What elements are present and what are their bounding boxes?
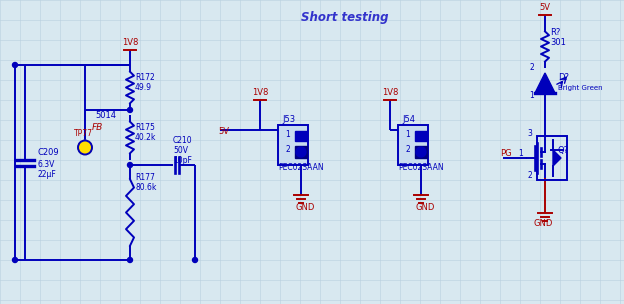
Text: GND: GND [295,203,314,212]
Circle shape [12,257,17,262]
Text: PG: PG [500,149,512,158]
Bar [415,146,427,158]
Polygon shape [553,150,561,166]
Circle shape [12,63,17,67]
Bar [295,131,307,141]
Circle shape [192,257,198,262]
Text: 1V8: 1V8 [252,88,268,97]
Text: C209: C209 [37,148,59,157]
Text: 2: 2 [527,171,532,180]
Text: GND: GND [415,203,434,212]
Polygon shape [535,73,555,93]
Circle shape [127,163,132,168]
Circle shape [78,140,92,154]
Bar [415,131,427,141]
Text: Q?: Q? [557,146,568,155]
Bar [278,125,308,165]
Text: R172: R172 [135,73,155,82]
Text: 1V8: 1V8 [122,38,138,47]
Text: 1: 1 [406,130,411,139]
Text: 2: 2 [406,145,411,154]
Text: 3: 3 [527,129,532,138]
Text: Bright Green: Bright Green [558,85,603,91]
Text: PEC02SAAN: PEC02SAAN [398,163,444,172]
Text: R175: R175 [135,123,155,132]
Text: 10pF: 10pF [173,156,192,165]
Text: J53: J53 [282,115,295,124]
Text: 301: 301 [550,38,566,47]
Text: GND: GND [533,219,552,228]
Text: 1: 1 [286,130,290,139]
Text: 49.9: 49.9 [135,83,152,92]
Text: J54: J54 [402,115,415,124]
Bar [398,125,428,165]
Text: 80.6k: 80.6k [135,183,157,192]
Text: 1: 1 [518,149,523,158]
Text: Short testing: Short testing [301,12,389,25]
Text: PEC02SAAN: PEC02SAAN [278,163,324,172]
Circle shape [416,147,426,157]
Text: 5014: 5014 [95,111,116,120]
Text: 5V: 5V [540,3,550,12]
Text: D?: D? [558,73,569,82]
Text: 40.2k: 40.2k [135,133,157,142]
Circle shape [127,257,132,262]
Text: TP77: TP77 [74,130,92,139]
Text: R?: R? [550,28,560,37]
Text: C210: C210 [173,136,193,145]
Text: 1V8: 1V8 [382,88,398,97]
Circle shape [296,147,306,157]
Text: 5V: 5V [218,127,229,136]
Bar [295,146,307,158]
Text: 50V: 50V [173,146,188,155]
Text: FB: FB [92,123,103,132]
Text: 2: 2 [529,63,534,72]
Circle shape [127,108,132,112]
Bar [537,136,567,180]
Text: 2: 2 [286,145,290,154]
Text: 22μF: 22μF [37,170,56,179]
Text: R177: R177 [135,173,155,182]
Text: 6.3V: 6.3V [37,160,54,169]
Text: 1: 1 [529,91,534,100]
